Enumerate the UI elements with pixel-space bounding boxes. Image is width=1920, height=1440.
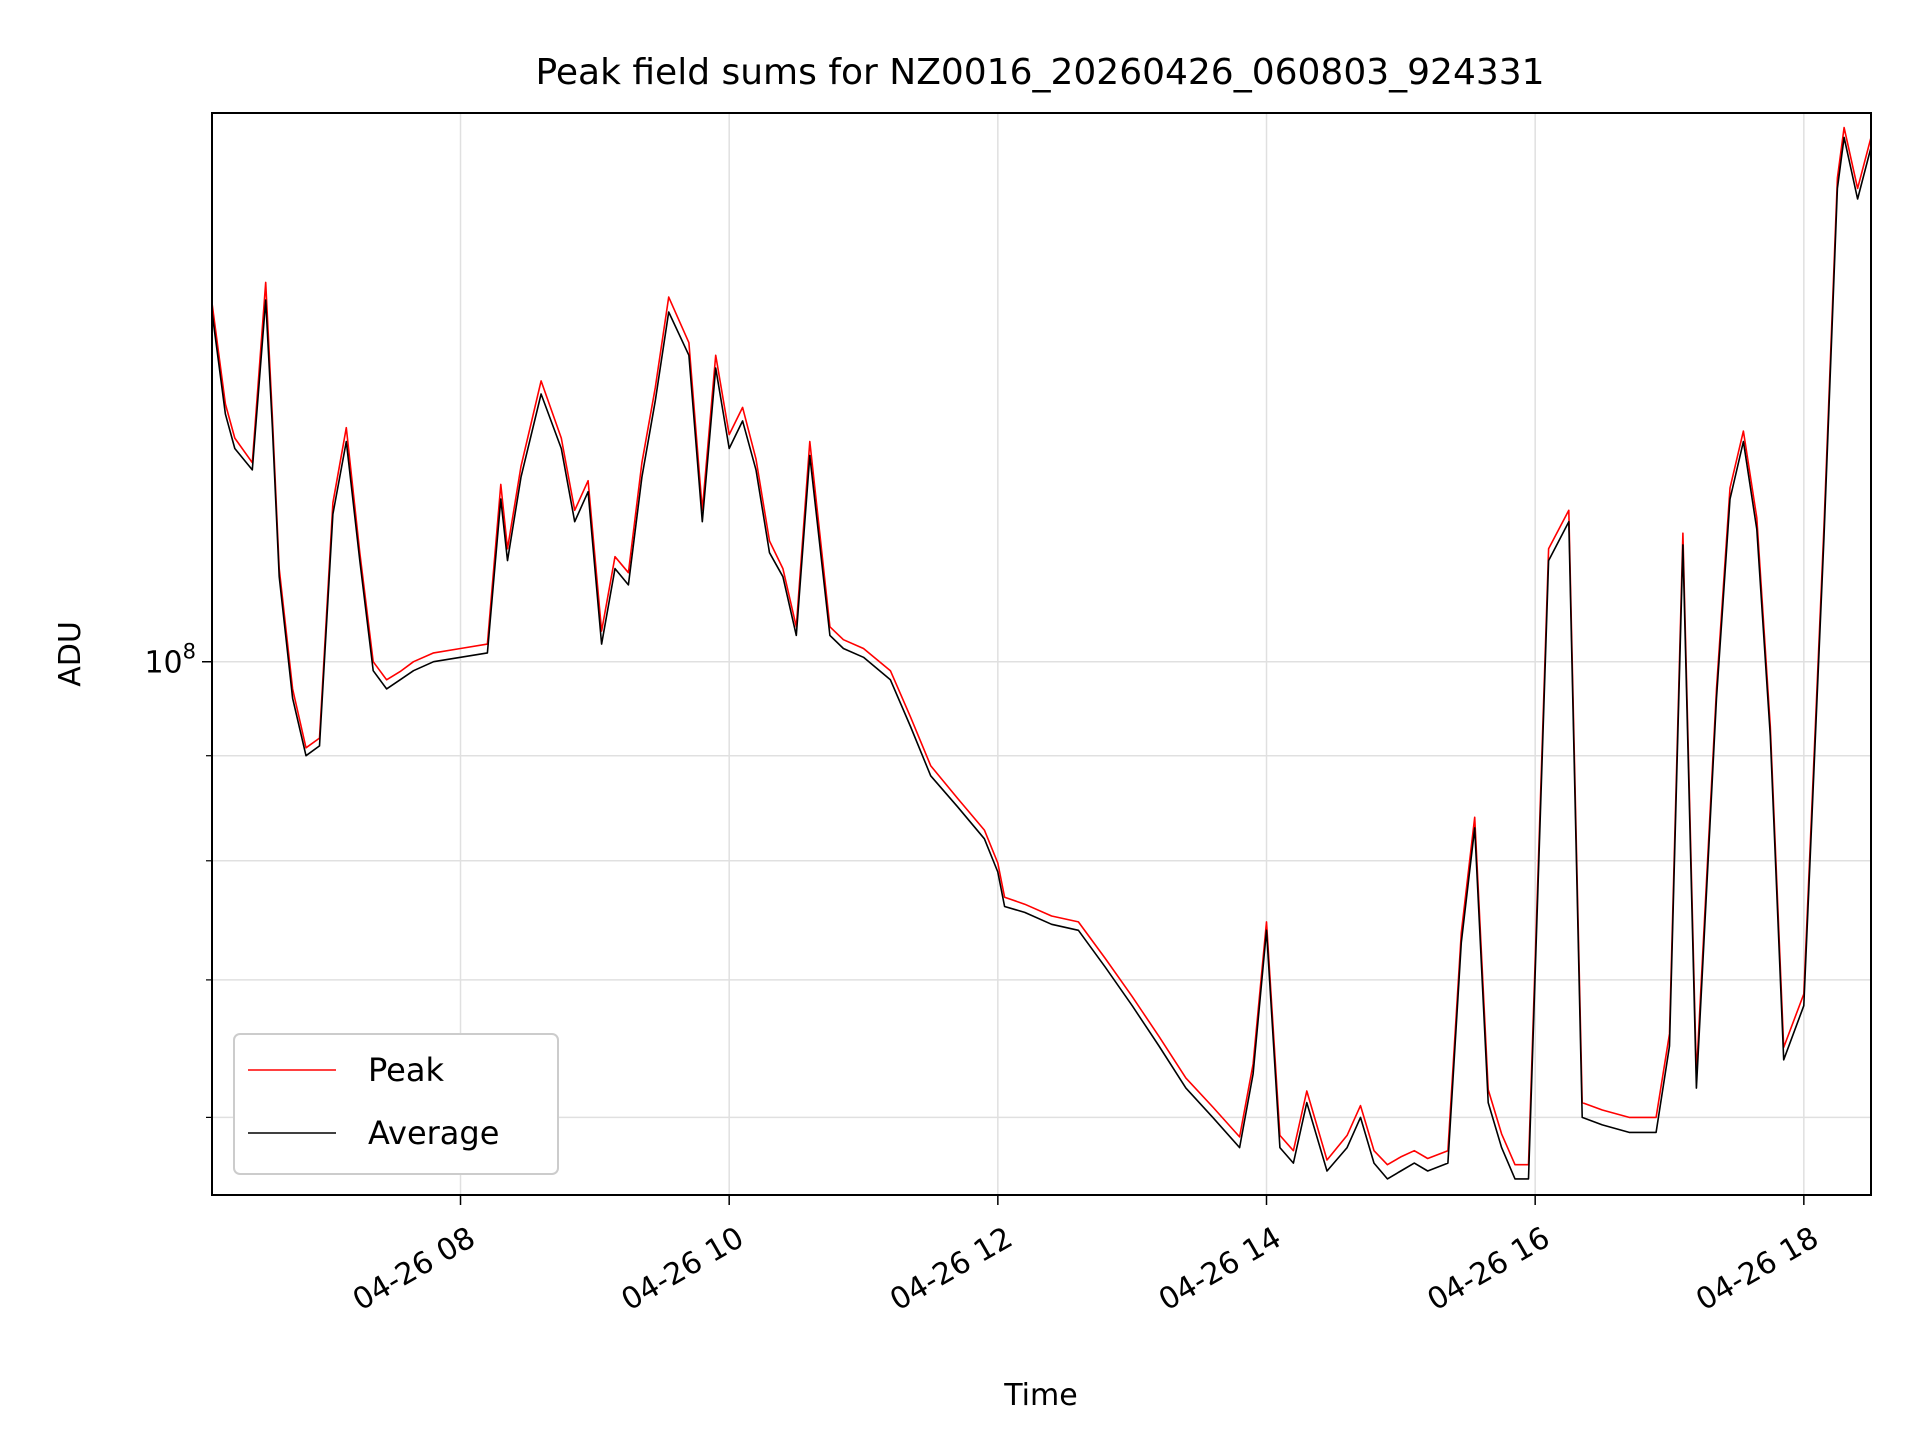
x-grid xyxy=(459,113,1805,1195)
legend-box xyxy=(233,1033,559,1175)
series-line-average xyxy=(211,136,1872,1180)
plot-frame xyxy=(211,112,1872,1196)
legend: Peak Average xyxy=(233,1033,559,1175)
y-axis-ticks: 108 xyxy=(144,640,212,1118)
y-tick-label: 108 xyxy=(144,640,196,681)
legend-peak-label: Peak xyxy=(368,1051,444,1089)
series-layer xyxy=(211,126,1872,1180)
y-axis-label: ADU xyxy=(53,621,88,687)
chart-title: Peak field sums for NZ0016_20260426_0608… xyxy=(535,52,1544,93)
legend-average-label: Average xyxy=(368,1114,499,1152)
series-line-peak xyxy=(211,126,1872,1166)
x-axis-label: Time xyxy=(1003,1378,1077,1413)
y-grid xyxy=(212,660,1871,1119)
